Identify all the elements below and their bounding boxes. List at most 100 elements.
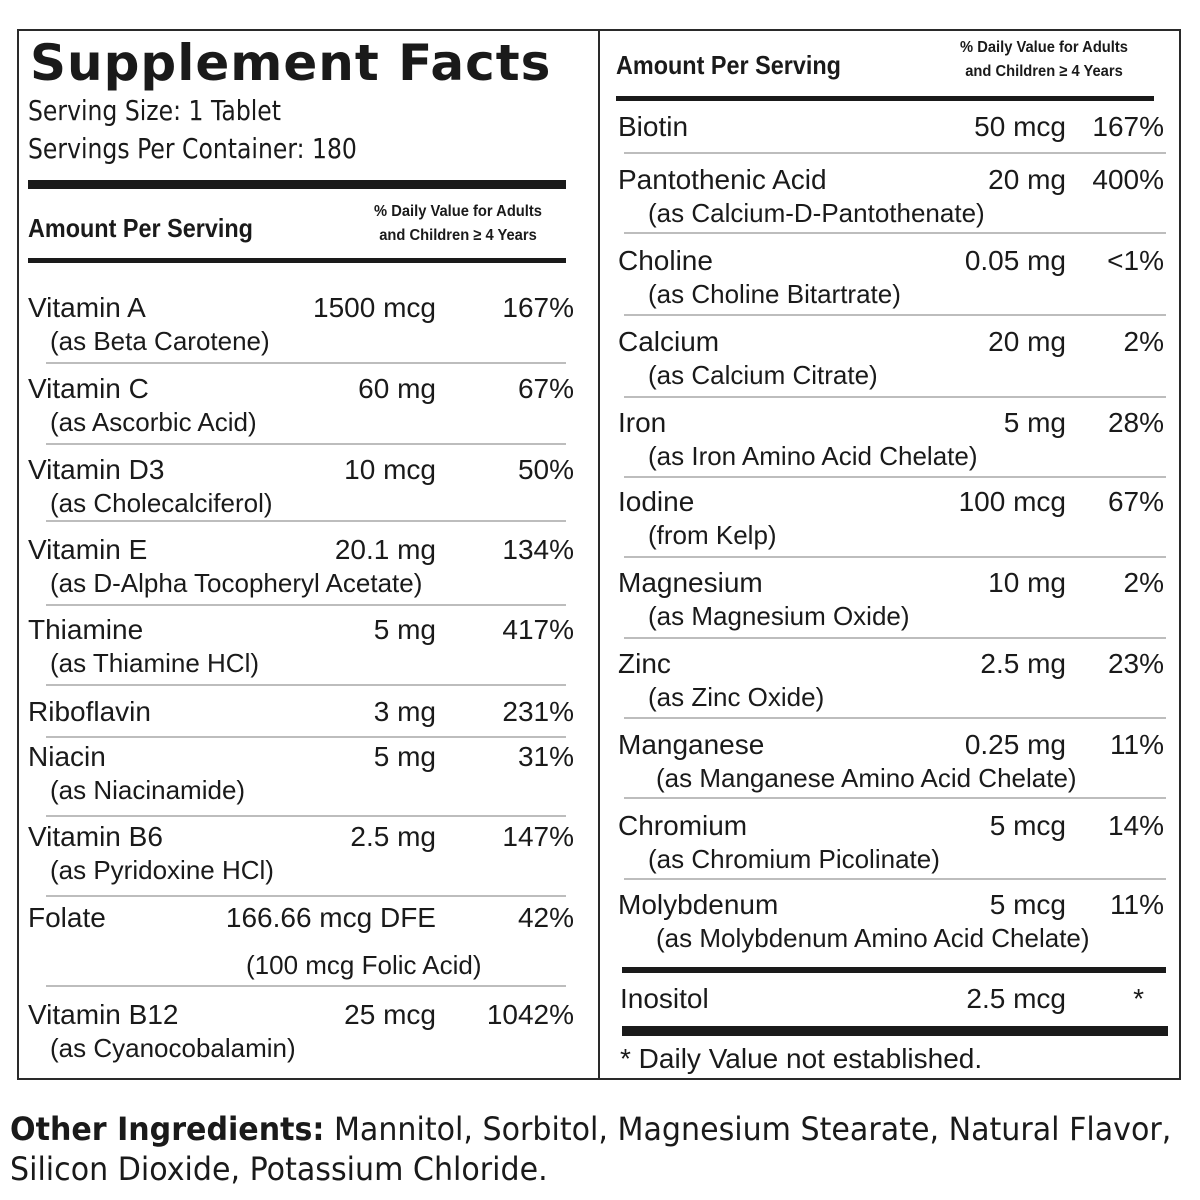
nutrient-daily-value: 231%	[502, 696, 574, 727]
nutrient-name: Vitamin A	[28, 292, 146, 323]
nutrient-name: Pantothenic Acid	[618, 164, 827, 195]
nutrient-amount: 0.05 mg	[964, 245, 1066, 276]
nutrient-amount: 20 mg	[988, 164, 1066, 195]
nutrient-amount: 5 mg	[373, 741, 436, 772]
row-divider	[624, 717, 1166, 719]
nutrient-amount: 5 mg	[1003, 407, 1066, 438]
nutrient-name: Calcium	[618, 326, 720, 357]
row-divider	[624, 232, 1166, 234]
amount-per-serving-heading-right: Amount Per Serving	[616, 50, 841, 80]
nutrient-name: Riboflavin	[28, 696, 151, 727]
nutrient-name: Manganese	[618, 729, 765, 760]
nutrient-source: (as Chromium Picolinate)	[648, 844, 940, 874]
nutrient-source: (as Zinc Oxide)	[648, 682, 825, 712]
nutrient-name: Zinc	[618, 648, 671, 679]
nutrient-name: Magnesium	[618, 567, 763, 598]
nutrient-name: Vitamin E	[28, 534, 148, 565]
header-rule-right	[616, 96, 1154, 101]
nutrient-amount: 166.66 mcg DFE	[225, 902, 436, 933]
row-divider	[46, 815, 566, 817]
nutrient-daily-value: 14%	[1107, 810, 1164, 841]
column-divider	[598, 29, 600, 1080]
nutrient-source: (from Kelp)	[648, 520, 777, 550]
row-divider	[46, 604, 566, 606]
row-divider	[46, 736, 566, 738]
serving-size: Serving Size: 1 Tablet	[28, 94, 282, 127]
nutrient-amount: 5 mcg	[989, 810, 1066, 841]
nutrient-name: Vitamin D3	[28, 454, 165, 485]
panel-title: Supplement Facts	[30, 34, 552, 92]
nutrient-source: (as Thiamine HCl)	[50, 648, 260, 678]
nutrient-source: (as Pyridoxine HCl)	[50, 855, 274, 885]
thick-rule-bottom	[622, 1026, 1168, 1036]
nutrient-source: (as Niacinamide)	[50, 775, 246, 805]
nutrient-daily-value: 11%	[1110, 889, 1164, 920]
nutrient-amount: 0.25 mg	[964, 729, 1066, 760]
nutrient-source: (as Molybdenum Amino Acid Chelate)	[656, 923, 1090, 953]
nutrient-source: (as Choline Bitartrate)	[648, 279, 901, 309]
nutrient-source: (as Magnesium Oxide)	[648, 601, 910, 631]
row-divider	[46, 895, 566, 897]
daily-value-heading: % Daily Value for Adults and Children ≥ …	[348, 200, 569, 248]
row-divider	[624, 878, 1166, 880]
nutrient-source: (as Calcium-D-Pantothenate)	[648, 198, 985, 228]
other-ingredients: Other Ingredients: Mannitol, Sorbitol, M…	[10, 1110, 1171, 1148]
nutrient-daily-value: 67%	[517, 373, 574, 404]
nutrient-daily-value: 11%	[1110, 729, 1164, 760]
nutrient-daily-value: 167%	[502, 292, 574, 323]
nutrient-amount: 3 mg	[373, 696, 436, 727]
nutrient-source: (100 mcg Folic Acid)	[246, 950, 482, 980]
nutrient-amount: 5 mcg	[989, 889, 1066, 920]
nutrient-source: (as Manganese Amino Acid Chelate)	[656, 763, 1077, 793]
nutrient-amount: 100 mcg	[958, 486, 1066, 517]
nutrient-name: Inositol	[620, 983, 709, 1014]
nutrient-daily-value: 42%	[517, 902, 574, 933]
nutrient-name: Choline	[618, 245, 713, 276]
nutrient-name: Iron	[618, 407, 667, 438]
nutrient-daily-value: 400%	[1092, 164, 1164, 195]
nutrient-daily-value: 417%	[502, 614, 574, 645]
nutrient-name: Folate	[28, 902, 106, 933]
nutrient-amount: 1500 mcg	[313, 292, 436, 323]
nutrient-daily-value: 2%	[1123, 326, 1164, 357]
daily-value-heading-right-line2: and Children ≥ 4 Years	[965, 63, 1123, 80]
nutrient-name: Biotin	[618, 111, 689, 142]
nutrient-name: Niacin	[28, 741, 106, 772]
nutrient-daily-value: 31%	[517, 741, 574, 772]
row-divider	[624, 797, 1166, 799]
nutrient-amount: 10 mg	[988, 567, 1066, 598]
nutrient-daily-value: 50%	[517, 454, 574, 485]
nutrient-name: Molybdenum	[618, 889, 779, 920]
nutrient-source: (as Calcium Citrate)	[648, 360, 878, 390]
row-divider	[624, 314, 1166, 316]
nutrient-source: (as Cyanocobalamin)	[50, 1033, 296, 1063]
nutrient-amount: 10 mcg	[344, 454, 436, 485]
amount-per-serving-heading: Amount Per Serving	[28, 213, 253, 243]
nutrient-source: (as Cholecalciferol)	[50, 488, 273, 518]
nutrient-source: (as Iron Amino Acid Chelate)	[648, 441, 978, 471]
nutrient-amount: 25 mcg	[344, 999, 436, 1030]
other-ingredients-line2: Silicon Dioxide, Potassium Chloride.	[10, 1150, 548, 1188]
row-divider	[46, 985, 566, 987]
row-divider	[46, 684, 566, 686]
nutrient-name: Vitamin C	[28, 373, 149, 404]
row-divider	[624, 476, 1166, 478]
nutrient-name: Iodine	[618, 486, 695, 517]
servings-per-container: Servings Per Container: 180	[28, 132, 357, 165]
nutrient-amount: 2.5 mcg	[966, 983, 1066, 1014]
thick-rule-right	[622, 967, 1166, 973]
nutrient-daily-value: *	[1133, 983, 1144, 1014]
nutrient-daily-value: <1%	[1107, 245, 1164, 276]
nutrient-daily-value: 167%	[1092, 111, 1164, 142]
daily-value-heading-line2: and Children ≥ 4 Years	[379, 227, 537, 244]
nutrient-amount: 2.5 mg	[350, 821, 436, 852]
nutrient-amount: 20 mg	[988, 326, 1066, 357]
nutrient-daily-value: 1042%	[486, 999, 574, 1030]
other-ingredients-line1: Mannitol, Sorbitol, Magnesium Stearate, …	[333, 1110, 1172, 1148]
daily-value-heading-right-line1: % Daily Value for Adults	[960, 39, 1128, 56]
nutrient-name: Vitamin B6	[28, 821, 163, 852]
nutrient-name: Chromium	[618, 810, 748, 841]
row-divider	[46, 362, 566, 364]
nutrient-source: (as Beta Carotene)	[50, 326, 270, 356]
footnote: * Daily Value not established.	[620, 1043, 983, 1074]
